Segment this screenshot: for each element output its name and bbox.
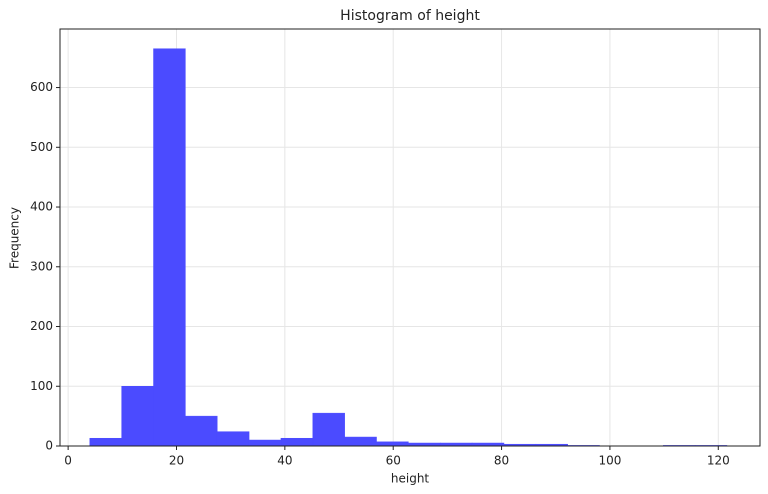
chart-title: Histogram of height	[340, 8, 480, 24]
bar	[376, 441, 409, 447]
x-axis-label: height	[391, 472, 430, 486]
x-tick-label: 100	[598, 454, 621, 468]
y-tick-label: 200	[30, 319, 53, 333]
x-tick-label: 80	[494, 454, 509, 468]
bar	[216, 431, 250, 447]
x-tick-label: 0	[64, 454, 72, 468]
x-tick-label: 60	[386, 454, 401, 468]
x-tick-label: 120	[707, 454, 730, 468]
y-tick-label: 300	[30, 259, 53, 273]
bar	[344, 436, 377, 447]
y-tick-label: 500	[30, 140, 53, 154]
bar	[89, 437, 122, 447]
bar	[185, 415, 218, 447]
plot-frame	[59, 28, 761, 447]
y-tick-label: 400	[30, 200, 53, 214]
x-tick-label: 40	[277, 454, 292, 468]
y-tick-label: 0	[45, 439, 53, 453]
bar	[153, 48, 186, 447]
y-tick-label: 600	[30, 80, 53, 94]
y-tick-label: 100	[30, 379, 53, 393]
y-axis-label: Frequency	[8, 207, 22, 269]
bar	[121, 386, 154, 447]
bar	[280, 437, 314, 447]
bar	[312, 412, 345, 447]
bar	[248, 439, 282, 447]
x-tick-label: 20	[169, 454, 184, 468]
